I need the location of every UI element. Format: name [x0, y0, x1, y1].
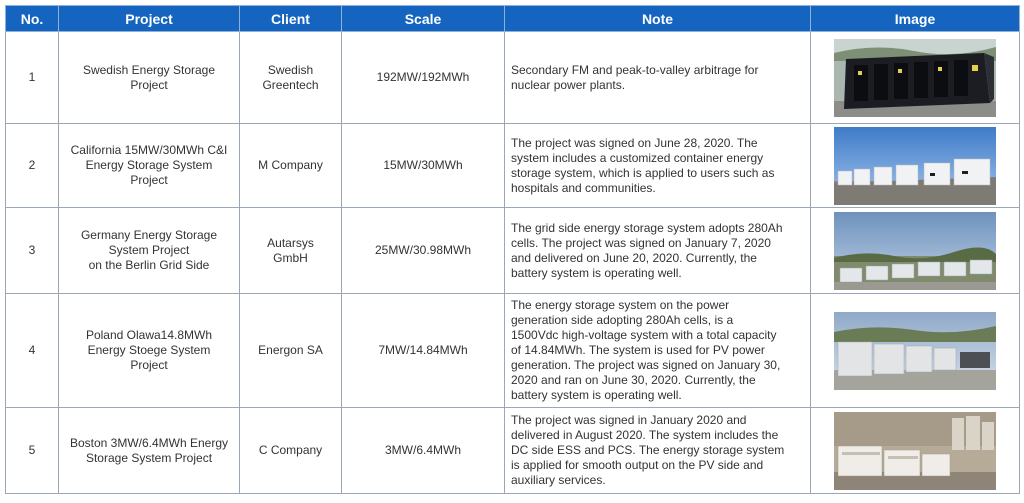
- cell-project: Swedish Energy Storage Project: [58, 31, 240, 124]
- table-row: 5 Boston 3MW/6.4MWh Energy Storage Syste…: [5, 407, 1020, 494]
- cell-image: [810, 207, 1020, 294]
- project-text: California 15MW/30MWh C&I Energy Storage…: [70, 143, 228, 187]
- cell-no: 4: [5, 293, 59, 408]
- note-text: The project was signed on June 28, 2020.…: [511, 135, 775, 195]
- cell-client: Autarsys GmbH: [239, 207, 342, 294]
- cell-note: Secondary FM and peak-to-valley arbitrag…: [504, 31, 811, 124]
- table-row: 3 Germany Energy Storage System Project …: [5, 207, 1020, 294]
- cell-no: 2: [5, 123, 59, 208]
- project-text: Swedish Energy Storage Project: [82, 62, 216, 92]
- cell-client: Swedish Greentech: [239, 31, 342, 124]
- project-text: Boston 3MW/6.4MWh Energy Storage System …: [69, 435, 229, 465]
- table-row: 4 Poland Olawa14.8MWh Energy Stoege Syst…: [5, 293, 1020, 408]
- header-project: Project: [58, 5, 240, 32]
- project-text: Germany Energy Storage System Project on…: [80, 228, 218, 272]
- table-row: 2 California 15MW/30MWh C&I Energy Stora…: [5, 123, 1020, 208]
- cell-note: The project was signed on June 28, 2020.…: [504, 123, 811, 208]
- cell-no: 1: [5, 31, 59, 124]
- header-note: Note: [504, 5, 811, 32]
- note-text: The grid side energy storage system adop…: [511, 220, 783, 280]
- project-text: Poland Olawa14.8MWh Energy Stoege System…: [85, 328, 213, 372]
- project-image: [834, 38, 996, 117]
- cell-image: [810, 293, 1020, 408]
- pv-storage-cabinets-photo: [834, 311, 996, 390]
- header-no: No.: [5, 5, 59, 32]
- cell-client: M Company: [239, 123, 342, 208]
- cell-client: C Company: [239, 407, 342, 494]
- cell-image: [810, 31, 1020, 124]
- cell-note: The energy storage system on the power g…: [504, 293, 811, 408]
- white-cabinets-sky-photo: [834, 126, 996, 205]
- cell-scale: 192MW/192MWh: [341, 31, 505, 124]
- industrial-site-storage-photo: [834, 411, 996, 490]
- project-image: [834, 411, 996, 490]
- project-image: [834, 211, 996, 290]
- note-text: Secondary FM and peak-to-valley arbitrag…: [511, 62, 759, 92]
- cell-client: Energon SA: [239, 293, 342, 408]
- cell-no: 5: [5, 407, 59, 494]
- project-image: [834, 126, 996, 205]
- cell-project: Poland Olawa14.8MWh Energy Stoege System…: [58, 293, 240, 408]
- cell-note: The project was signed in January 2020 a…: [504, 407, 811, 494]
- header-client: Client: [239, 5, 342, 32]
- client-text: Autarsys GmbH: [267, 235, 314, 265]
- cell-scale: 3MW/6.4MWh: [341, 407, 505, 494]
- cell-scale: 7MW/14.84MWh: [341, 293, 505, 408]
- table-row: 1 Swedish Energy Storage Project Swedish…: [5, 31, 1020, 124]
- header-image: Image: [810, 5, 1020, 32]
- cell-no: 3: [5, 207, 59, 294]
- header-scale: Scale: [341, 5, 505, 32]
- black-storage-container-photo: [834, 38, 996, 117]
- cell-note: The grid side energy storage system adop…: [504, 207, 811, 294]
- cell-scale: 25MW/30.98MWh: [341, 207, 505, 294]
- client-text: Swedish Greentech: [262, 62, 319, 92]
- cell-image: [810, 407, 1020, 494]
- cell-image: [810, 123, 1020, 208]
- cell-project: Germany Energy Storage System Project on…: [58, 207, 240, 294]
- grid-side-storage-field-photo: [834, 211, 996, 290]
- project-image: [834, 311, 996, 390]
- header-row: No. Project Client Scale Note Image: [5, 5, 1020, 32]
- projects-table: No. Project Client Scale Note Image 1 Sw…: [5, 5, 1020, 494]
- cell-scale: 15MW/30MWh: [341, 123, 505, 208]
- note-text: The project was signed in January 2020 a…: [511, 413, 785, 487]
- cell-project: Boston 3MW/6.4MWh Energy Storage System …: [58, 407, 240, 494]
- cell-project: California 15MW/30MWh C&I Energy Storage…: [58, 123, 240, 208]
- note-text: The energy storage system on the power g…: [511, 298, 781, 402]
